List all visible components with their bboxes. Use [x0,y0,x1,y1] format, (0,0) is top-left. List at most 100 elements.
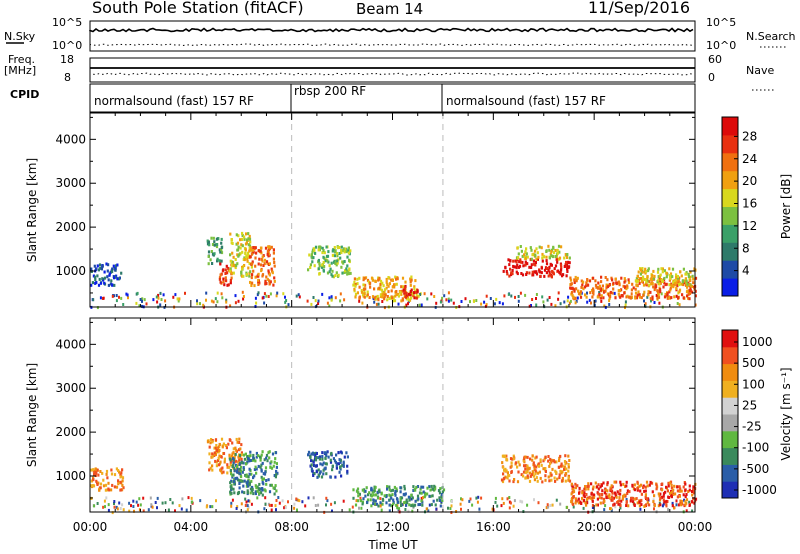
data-cell [335,252,339,255]
y-axis-label: Slant Range [km] [25,363,39,467]
data-cell [615,480,618,484]
data-cell [659,288,662,292]
noise-cell [507,292,510,296]
data-cell [265,482,268,486]
data-cell [330,451,333,455]
noise-cell [278,501,281,505]
data-cell [594,481,597,485]
data-cell [400,289,403,293]
data-cell [558,459,561,463]
data-cell [258,492,261,496]
data-cell [511,269,514,272]
data-cell [633,483,636,487]
noise-cell [678,303,681,307]
data-cell [383,494,386,498]
data-cell [257,278,260,282]
noise-cell [147,508,150,512]
data-cell [372,493,375,497]
nave-trace [89,72,694,76]
noise-cell [314,299,317,303]
data-cell [346,264,349,268]
noise-cell [293,502,296,506]
data-cell [366,293,369,297]
data-cell [605,286,608,290]
data-cell [662,498,665,502]
data-cell [208,468,211,472]
data-cell [420,491,423,495]
data-cell [313,248,316,252]
data-cell [117,482,120,486]
data-cell [213,446,216,450]
data-cell [332,275,335,279]
noise-cell [554,304,557,308]
data-cell [547,244,550,248]
data-cell [694,289,697,293]
x-tick-label: 04:00 [174,520,209,534]
data-cell [206,242,210,246]
data-cell [545,267,549,270]
data-cell [363,295,366,299]
noise-cell [115,299,118,303]
noise-cell [155,295,158,299]
noise-cell [568,301,571,305]
data-cell [117,469,120,472]
data-cell [669,272,673,276]
data-cell [634,287,637,291]
data-cell [264,489,267,493]
data-cell [580,279,583,283]
colorbar-tick-label: 28 [742,129,757,143]
freq-tick-top: 18 [60,53,74,66]
data-cell [325,462,328,466]
data-cell [102,478,105,482]
data-cell [91,281,94,285]
data-cell [219,273,222,277]
noise-cell [244,497,247,501]
data-cell [328,270,331,274]
data-cell [206,239,209,243]
data-cell [356,282,359,286]
data-cell [643,270,646,274]
data-cell [609,290,612,294]
data-cell [328,264,331,268]
data-cell [360,290,364,294]
data-cell [333,459,337,463]
data-cell [673,484,676,488]
data-cell [644,489,647,493]
noise-cell [306,299,309,303]
data-cell [371,278,374,282]
noise-cell [277,496,280,499]
data-cell [525,247,528,251]
colorbar-swatch [722,278,738,297]
data-cell [579,290,583,294]
data-cell [608,283,611,286]
data-cell [244,473,247,477]
data-cell [396,277,399,281]
data-cell [92,478,95,482]
data-cell [630,288,633,292]
data-cell [441,490,444,494]
data-cell [261,274,264,278]
data-cell [346,255,349,259]
data-cell [690,500,693,504]
data-cell [248,481,251,485]
noise-cell [582,506,585,510]
data-cell [535,257,538,261]
data-cell [335,466,338,470]
data-cell [528,471,532,475]
data-cell [117,277,121,281]
data-cell [666,489,669,493]
data-cell [390,489,393,493]
noise-cell [184,291,186,295]
noise-cell [591,506,594,509]
data-cell [308,253,311,257]
data-cell [230,271,233,275]
data-cell [93,264,96,268]
data-cell [596,503,599,507]
data-cell [510,464,513,468]
data-cell [325,472,328,476]
data-cell [502,477,505,481]
data-cell [240,243,243,247]
data-cell [405,291,408,295]
data-cell [322,260,325,264]
data-cell [685,279,688,283]
